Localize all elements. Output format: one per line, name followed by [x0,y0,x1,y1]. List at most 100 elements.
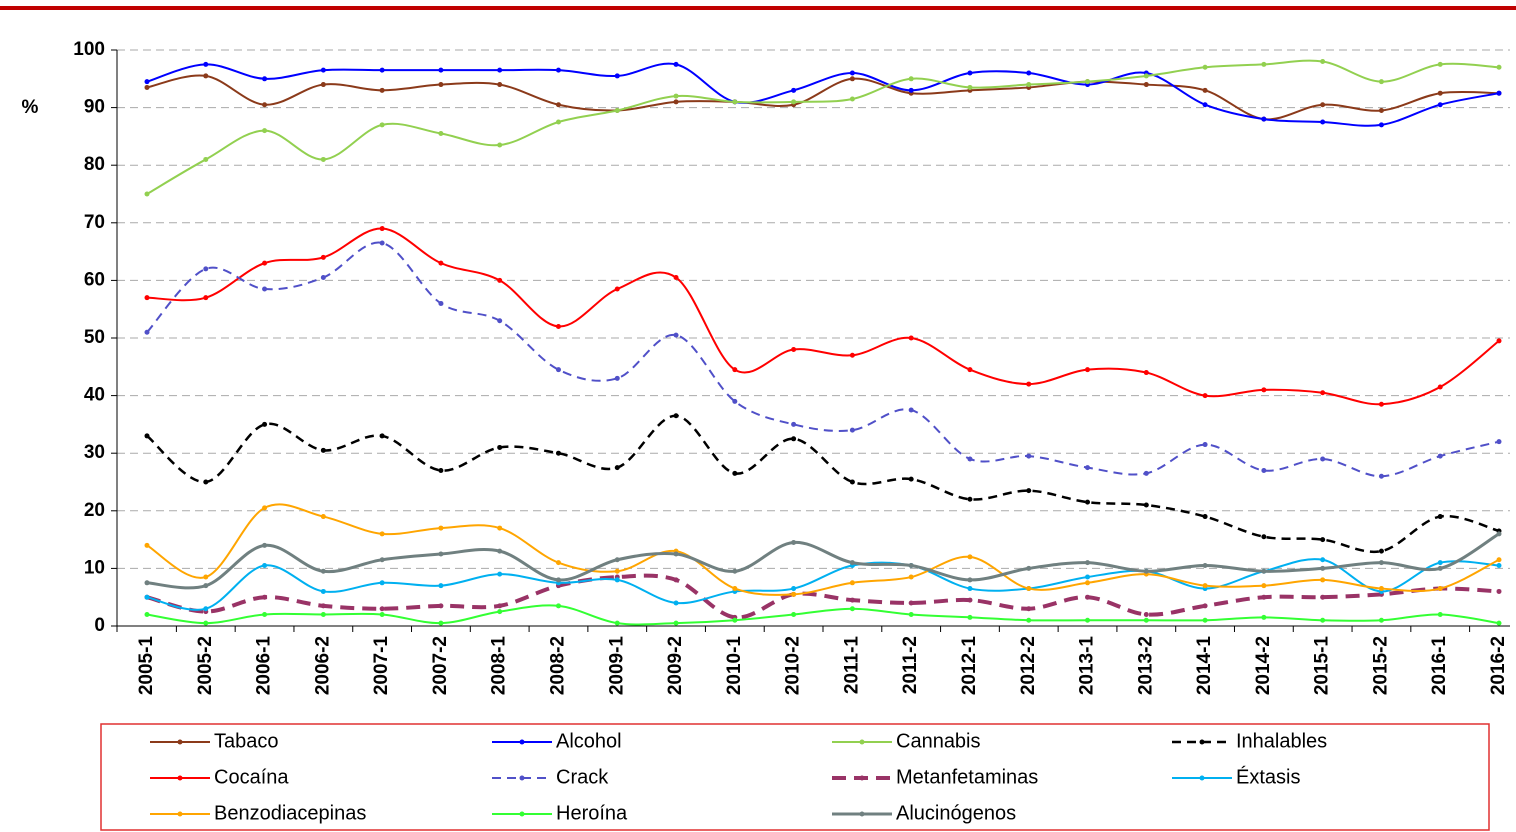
y-tick-label: 40 [84,385,105,406]
point [614,73,620,79]
point [438,620,444,626]
point [379,611,385,617]
point [1496,563,1502,569]
legend-label: Tabaco [214,730,279,752]
point [1378,548,1384,554]
point [1320,102,1326,108]
point [203,73,209,79]
point [1261,467,1267,473]
y-tick-label: 60 [84,269,105,290]
point [1085,560,1091,566]
point [320,588,326,594]
x-tick-label: 2005-2 [195,636,216,695]
point [791,591,797,597]
point [1496,439,1502,445]
point [908,563,914,569]
point [673,620,679,626]
point [1202,563,1208,569]
legend-marker [519,739,525,745]
point [320,568,326,574]
point [614,107,620,113]
point [1437,560,1443,566]
point [497,548,503,554]
point [967,84,973,90]
y-tick-label: 70 [84,212,105,233]
point [1378,560,1384,566]
point [1202,442,1208,448]
x-tick-label: 2008-1 [489,636,510,696]
point [1320,456,1326,462]
legend-marker [519,775,525,781]
point [262,260,268,266]
point [262,563,268,569]
point [1085,79,1091,85]
series-line [146,59,1500,195]
point [144,594,150,600]
legend-marker [519,811,525,817]
point [144,433,150,439]
point [673,99,679,105]
legend-label: Cannabis [896,730,981,752]
point [849,479,855,485]
point [438,131,444,137]
point [1437,61,1443,67]
legend-marker [1199,775,1205,781]
point [1437,586,1443,592]
y-tick-label: 50 [84,327,105,348]
point [967,496,973,502]
point [203,479,209,485]
point [1261,387,1267,393]
x-tick-label: 2010-2 [783,636,804,695]
point [203,295,209,301]
point [555,67,561,73]
point [497,277,503,283]
point [673,577,679,583]
point [732,99,738,105]
y-tick-label: 90 [84,97,105,118]
point [379,122,385,128]
point [203,583,209,589]
point [849,427,855,433]
point [1026,70,1032,76]
point [967,554,973,560]
point [497,571,503,577]
point [497,82,503,88]
point [849,70,855,76]
point [203,156,209,162]
point [1202,393,1208,399]
point [1026,586,1032,592]
point [849,352,855,358]
point [1026,488,1032,494]
point [1085,499,1091,505]
point [849,580,855,586]
y-tick-label: 80 [84,154,105,175]
point [144,191,150,197]
point [1026,82,1032,88]
point [791,436,797,442]
point [732,398,738,404]
point [1320,565,1326,571]
point [791,611,797,617]
point [320,67,326,73]
legend-label: Metanfetaminas [896,766,1038,788]
point [379,67,385,73]
legend-marker [859,739,865,745]
point [849,96,855,102]
point [673,61,679,67]
point [1261,594,1267,600]
point [673,275,679,281]
point [497,603,503,609]
point [1261,568,1267,574]
point [1437,611,1443,617]
x-tick-label: 2014-1 [1194,636,1215,696]
point [1085,574,1091,580]
y-axis-label: % [22,97,39,118]
point [1202,64,1208,70]
point [144,329,150,335]
x-tick-label: 2016-2 [1488,636,1509,695]
point [614,465,620,471]
x-tick-label: 2005-1 [136,636,157,696]
point [1026,606,1032,612]
point [1437,514,1443,520]
top-rule [0,6,1516,10]
